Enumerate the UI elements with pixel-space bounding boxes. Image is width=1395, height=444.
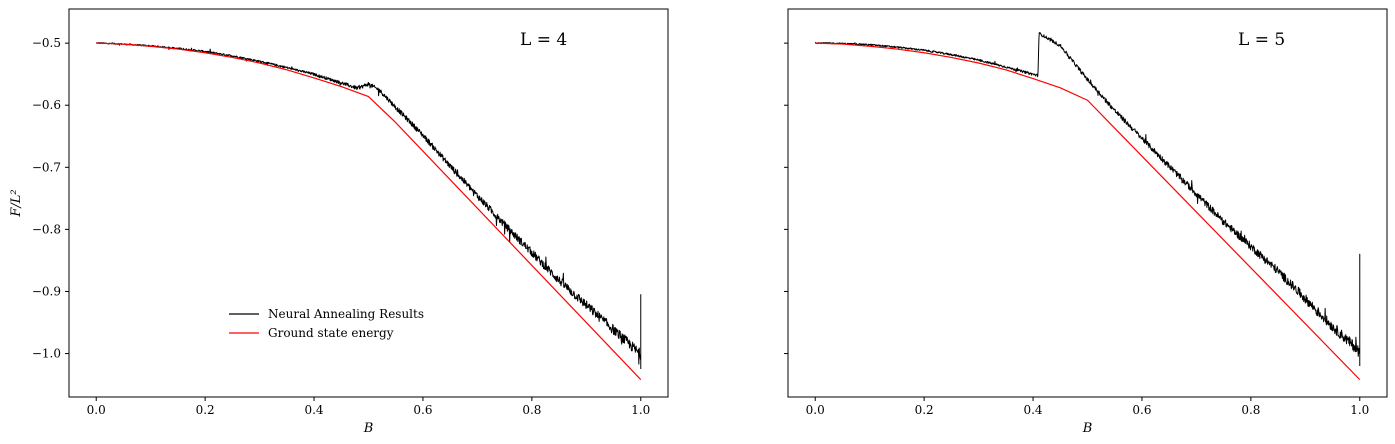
x-tick-label: 0.2 xyxy=(915,403,934,417)
x-tick-label: 0.6 xyxy=(413,403,432,417)
plot-area xyxy=(96,42,642,381)
x-tick-label: 0.8 xyxy=(522,403,541,417)
y-tick-label: −1.0 xyxy=(32,347,61,361)
y-tick-label: −0.5 xyxy=(32,36,61,50)
y-tick-label: −0.9 xyxy=(32,284,61,298)
y-tick-label: −0.6 xyxy=(32,98,61,112)
x-tick-label: 1.0 xyxy=(1350,403,1369,417)
panel-title: L = 4 xyxy=(520,30,567,50)
x-tick-label: 0.6 xyxy=(1132,403,1151,417)
x-tick-label: 0.4 xyxy=(304,403,323,417)
axes-frame xyxy=(787,8,1388,398)
x-tick-label: 0.2 xyxy=(196,403,215,417)
legend: Neural Annealing Results Ground state ene… xyxy=(229,307,424,340)
y-tick-label: −0.8 xyxy=(32,222,61,236)
panel-l4: 0.0 0.2 0.4 0.6 0.8 1.0 −0.5 −0.6 −0.7 −0.8 −0.9 −1… xyxy=(9,8,669,436)
series-line-neural-annealing-0 xyxy=(814,32,1361,366)
x-tick-label: 0.0 xyxy=(87,403,106,417)
legend-entry: Neural Annealing Results xyxy=(268,307,424,321)
y-axis-label: F/L² xyxy=(9,189,24,217)
x-axis-label: B xyxy=(363,421,374,436)
x-tick-label: 1.0 xyxy=(631,403,650,417)
series-line-ground-state-1 xyxy=(815,42,1361,381)
panel-title: L = 5 xyxy=(1238,30,1285,50)
axes-frame xyxy=(68,8,669,398)
panel-l5: 0.0 0.2 0.4 0.6 0.8 1.0 B L = 5 xyxy=(784,8,1388,436)
x-tick-label: 0.0 xyxy=(806,403,825,417)
plot-area xyxy=(814,32,1361,381)
series-line-ground-state-1 xyxy=(96,42,642,381)
x-tick-label: 0.8 xyxy=(1241,403,1260,417)
legend-entry: Ground state energy xyxy=(268,326,394,340)
y-tick-label: −0.7 xyxy=(32,160,61,174)
x-axis-label: B xyxy=(1082,421,1093,436)
x-tick-label: 0.4 xyxy=(1023,403,1042,417)
